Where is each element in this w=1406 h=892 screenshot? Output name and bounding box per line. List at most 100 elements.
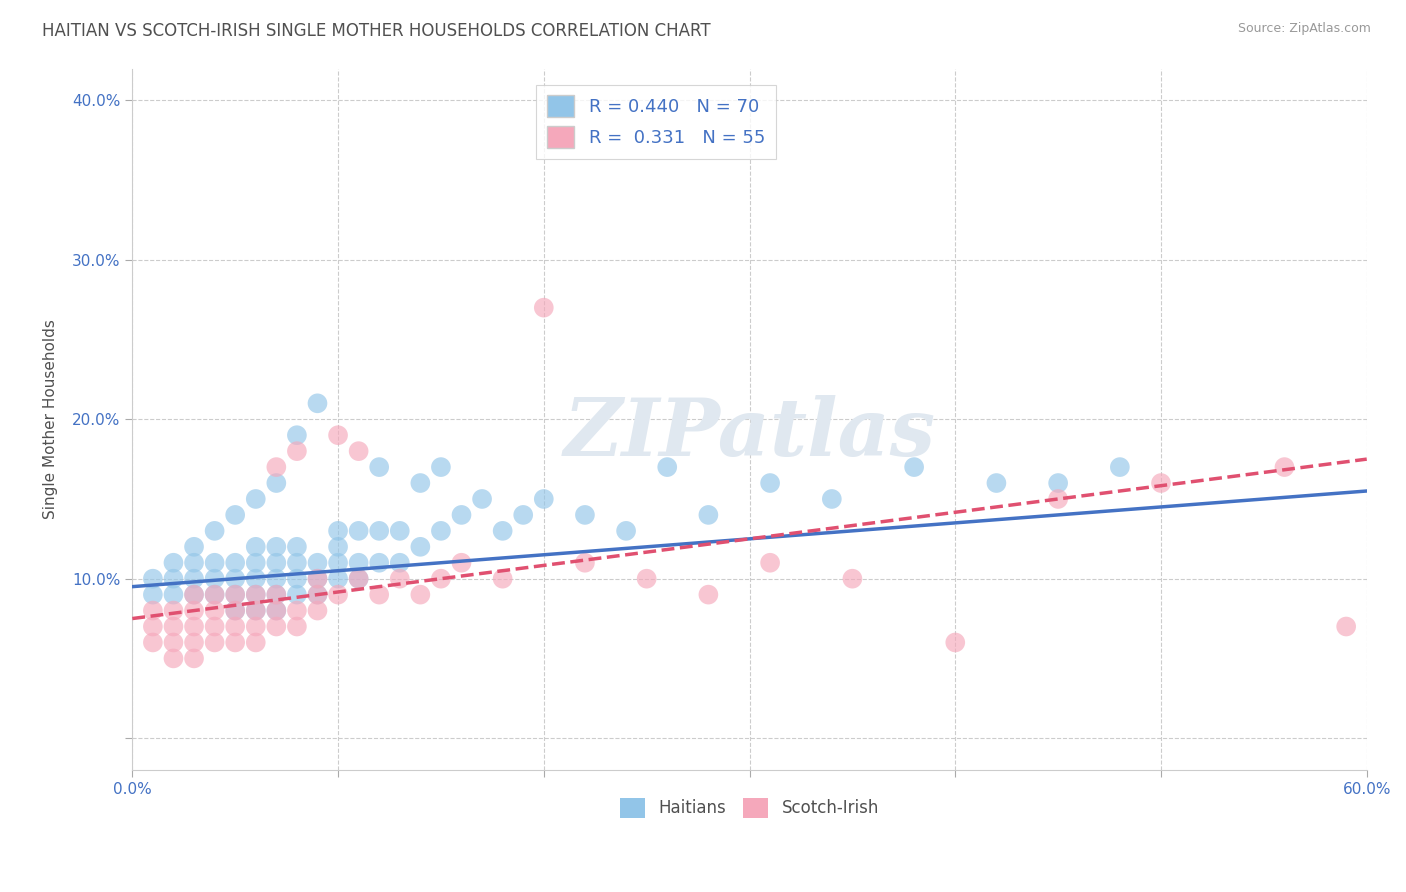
Point [245,603,267,617]
Point [326,524,349,538]
Point [162,572,184,586]
Point [183,588,205,602]
Point [245,572,267,586]
Point [759,556,782,570]
Point [326,556,349,570]
Point [409,588,432,602]
Point [266,588,288,602]
Point [388,572,411,586]
Point [821,491,844,506]
Point [307,572,329,586]
Point [492,572,515,586]
Point [285,619,308,633]
Text: ZIPatlas: ZIPatlas [564,394,935,472]
Point [326,588,349,602]
Point [266,603,288,617]
Point [245,588,267,602]
Point [409,476,432,491]
Point [430,524,453,538]
Point [245,491,267,506]
Point [1108,460,1130,475]
Point [245,603,267,617]
Point [183,572,205,586]
Point [224,556,246,570]
Point [285,540,308,554]
Point [307,603,329,617]
Point [533,491,555,506]
Point [204,603,226,617]
Point [142,619,165,633]
Point [266,619,288,633]
Point [903,460,925,475]
Text: HAITIAN VS SCOTCH-IRISH SINGLE MOTHER HOUSEHOLDS CORRELATION CHART: HAITIAN VS SCOTCH-IRISH SINGLE MOTHER HO… [42,22,711,40]
Point [183,635,205,649]
Point [307,396,329,410]
Point [245,588,267,602]
Point [142,603,165,617]
Point [1334,619,1357,633]
Point [204,588,226,602]
Point [697,508,720,522]
Point [142,588,165,602]
Point [204,635,226,649]
Point [285,556,308,570]
Point [1150,476,1173,491]
Point [162,619,184,633]
Point [224,619,246,633]
Point [142,635,165,649]
Point [142,572,165,586]
Point [224,508,246,522]
Point [1047,476,1070,491]
Point [266,460,288,475]
Point [183,588,205,602]
Point [245,635,267,649]
Point [388,524,411,538]
Point [204,572,226,586]
Point [162,651,184,665]
Point [326,540,349,554]
Point [224,588,246,602]
Point [450,508,472,522]
Point [245,556,267,570]
Point [347,572,370,586]
Point [266,603,288,617]
Point [986,476,1008,491]
Point [285,603,308,617]
Point [841,572,863,586]
Point [574,508,596,522]
Point [326,572,349,586]
Point [183,603,205,617]
Point [657,460,679,475]
Point [533,301,555,315]
Point [224,588,246,602]
Point [409,540,432,554]
Point [285,588,308,602]
Point [1274,460,1296,475]
Point [368,588,391,602]
Point [224,635,246,649]
Point [759,476,782,491]
Point [307,556,329,570]
Point [266,572,288,586]
Point [512,508,534,522]
Point [471,491,494,506]
Point [388,556,411,570]
Text: Source: ZipAtlas.com: Source: ZipAtlas.com [1237,22,1371,36]
Point [162,588,184,602]
Point [183,540,205,554]
Point [368,524,391,538]
Point [326,428,349,442]
Point [183,556,205,570]
Point [245,619,267,633]
Point [347,556,370,570]
Point [266,476,288,491]
Point [636,572,658,586]
Point [943,635,966,649]
Point [266,556,288,570]
Point [307,588,329,602]
Point [204,619,226,633]
Point [368,460,391,475]
Point [368,556,391,570]
Point [204,556,226,570]
Point [347,572,370,586]
